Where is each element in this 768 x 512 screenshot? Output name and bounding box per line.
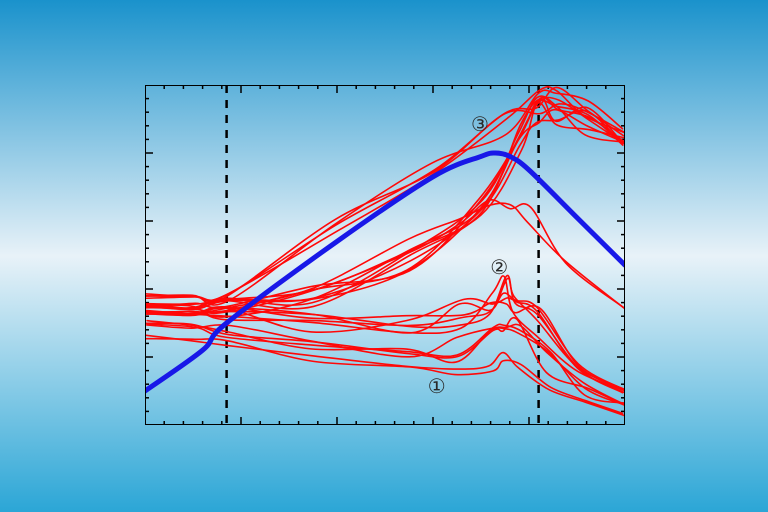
line-chart (145, 85, 625, 425)
annotation-label: ① (428, 374, 446, 399)
chart-panel: ① ② ③ (145, 85, 625, 425)
page-background: ① ② ③ (0, 0, 768, 512)
annotation-label: ③ (471, 112, 489, 137)
annotation-label: ② (490, 255, 508, 280)
